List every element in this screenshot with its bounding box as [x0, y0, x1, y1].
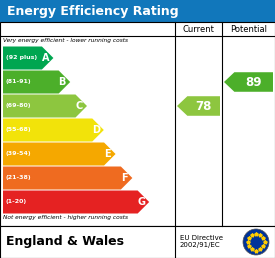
- Text: (81-91): (81-91): [6, 79, 32, 85]
- Text: Not energy efficient - higher running costs: Not energy efficient - higher running co…: [3, 215, 128, 220]
- Text: 89: 89: [245, 76, 262, 88]
- Text: (55-68): (55-68): [6, 127, 32, 133]
- Polygon shape: [3, 70, 70, 93]
- Text: Very energy efficient - lower running costs: Very energy efficient - lower running co…: [3, 38, 128, 43]
- Polygon shape: [3, 190, 149, 214]
- Text: C: C: [75, 101, 82, 111]
- Text: Current: Current: [183, 25, 215, 34]
- Text: 78: 78: [196, 100, 212, 112]
- Text: (92 plus): (92 plus): [6, 55, 37, 60]
- Text: EU Directive
2002/91/EC: EU Directive 2002/91/EC: [180, 236, 223, 248]
- Polygon shape: [3, 94, 87, 117]
- Circle shape: [243, 229, 269, 255]
- Text: (39-54): (39-54): [6, 151, 32, 157]
- Text: D: D: [92, 125, 100, 135]
- Text: A: A: [42, 53, 49, 63]
- Polygon shape: [177, 96, 220, 116]
- Bar: [0, 22, 275, 226]
- Text: Energy Efficiency Rating: Energy Efficiency Rating: [7, 4, 179, 18]
- Text: G: G: [137, 197, 145, 207]
- Text: Potential: Potential: [230, 25, 267, 34]
- Polygon shape: [3, 142, 116, 165]
- Polygon shape: [3, 166, 132, 189]
- Polygon shape: [224, 72, 273, 92]
- Bar: [0, 0, 275, 22]
- Text: B: B: [59, 77, 66, 87]
- Text: (69-80): (69-80): [6, 103, 32, 109]
- Text: F: F: [121, 173, 128, 183]
- Polygon shape: [3, 46, 53, 69]
- Polygon shape: [3, 118, 104, 141]
- Text: (1-20): (1-20): [6, 199, 27, 205]
- Text: (21-38): (21-38): [6, 175, 32, 181]
- Text: E: E: [104, 149, 111, 159]
- Text: England & Wales: England & Wales: [6, 236, 124, 248]
- Bar: [0, 226, 275, 258]
